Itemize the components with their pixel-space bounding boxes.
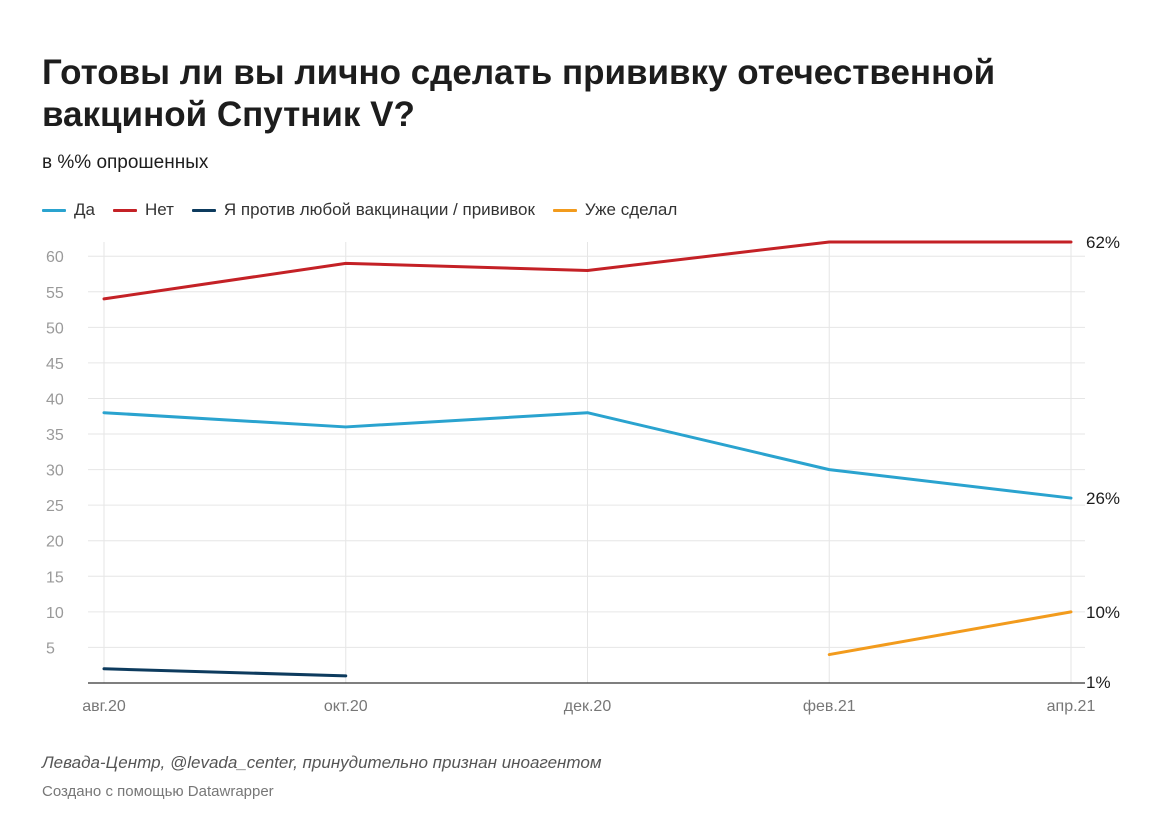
legend-label: Уже сделал: [584, 200, 678, 219]
x-tick-label: авг.20: [82, 698, 126, 715]
legend-label: Да: [74, 200, 95, 219]
legend-item: Нет: [112, 200, 174, 220]
legend-swatch: [42, 208, 66, 212]
chart-legend: Да Нет Я против любой вакцинации / прививо…: [42, 200, 695, 220]
y-tick-label: 10: [46, 605, 64, 622]
legend-swatch: [552, 208, 577, 212]
chart-subtitle: в %% опрошенных: [42, 152, 209, 173]
source-note: Левада-Центр, @levada_center, принудител…: [42, 753, 602, 772]
series-end-label: 1%: [1086, 673, 1111, 692]
legend-label: Я против любой вакцинации / прививок: [223, 200, 535, 219]
legend-swatch: [191, 208, 216, 212]
y-tick-label: 35: [46, 427, 64, 444]
legend-item: Я против любой вакцинации / прививок: [191, 200, 535, 220]
series-end-label: 10%: [1086, 603, 1120, 622]
y-tick-label: 20: [46, 534, 64, 551]
legend-item: Уже сделал: [552, 200, 678, 220]
y-tick-label: 50: [46, 320, 64, 337]
legend-label: Нет: [144, 200, 174, 219]
chart-title: Готовы ли вы лично сделать прививку отеч…: [42, 53, 996, 134]
x-tick-label: окт.20: [324, 698, 368, 715]
y-tick-label: 60: [46, 249, 64, 266]
y-tick-label: 45: [46, 356, 64, 373]
series-line: [102, 667, 348, 678]
y-tick-label: 30: [46, 463, 64, 480]
y-tick-label: 40: [46, 391, 64, 408]
series-line: [102, 240, 1073, 301]
y-tick-label: 15: [46, 569, 64, 586]
series-end-label: 62%: [1086, 233, 1120, 252]
series-end-label: 26%: [1086, 489, 1120, 508]
y-tick-label: 5: [46, 640, 55, 657]
x-tick-label: фев.21: [803, 698, 856, 715]
series-line: [827, 610, 1073, 657]
series-line: [102, 411, 1073, 500]
y-tick-label: 55: [46, 285, 64, 302]
datawrapper-credit: Создано с помощью Datawrapper: [42, 783, 274, 800]
x-tick-label: дек.20: [564, 698, 612, 715]
y-tick-label: 25: [46, 498, 64, 515]
x-tick-label: апр.21: [1047, 698, 1096, 715]
legend-item: Да: [42, 200, 95, 220]
legend-swatch: [112, 208, 137, 212]
